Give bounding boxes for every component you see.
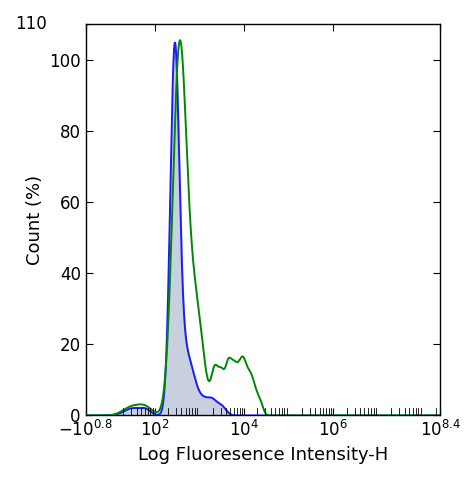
X-axis label: Log Fluoresence Intensity-H: Log Fluoresence Intensity-H xyxy=(138,446,388,464)
Text: 110: 110 xyxy=(15,15,47,33)
Y-axis label: Count (%): Count (%) xyxy=(26,175,44,265)
